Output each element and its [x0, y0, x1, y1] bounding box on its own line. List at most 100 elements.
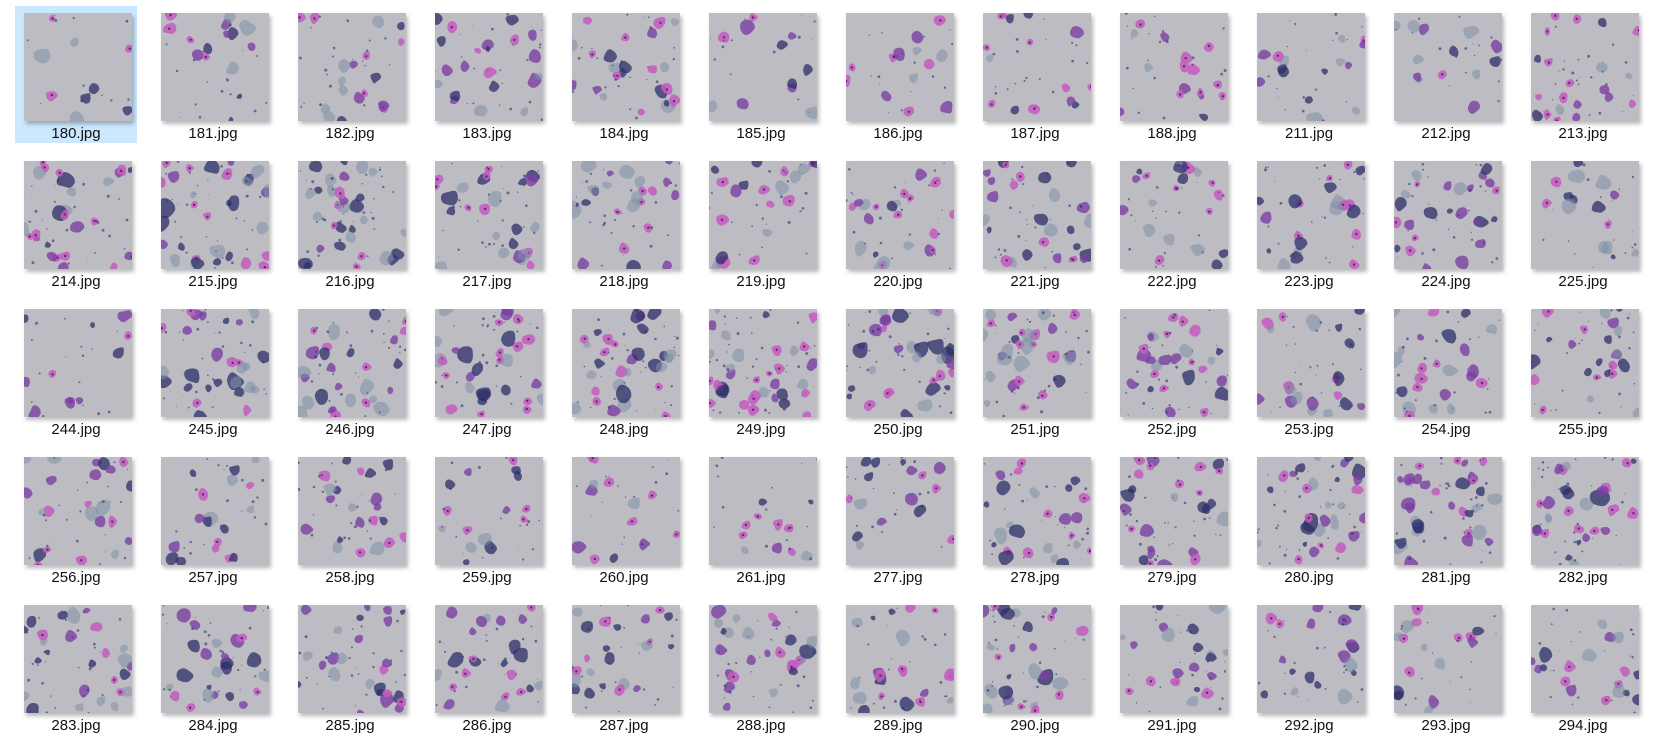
- file-item[interactable]: 183.jpg: [426, 6, 548, 143]
- file-name-label[interactable]: 213.jpg: [1558, 125, 1608, 142]
- image-thumbnail[interactable]: [572, 605, 680, 713]
- file-item[interactable]: 284.jpg: [152, 598, 274, 735]
- file-item[interactable]: 213.jpg: [1522, 6, 1644, 143]
- file-name-label[interactable]: 216.jpg: [325, 273, 375, 290]
- file-name-label[interactable]: 180.jpg: [51, 125, 101, 142]
- file-name-label[interactable]: 250.jpg: [873, 421, 923, 438]
- file-name-label[interactable]: 281.jpg: [1421, 569, 1471, 586]
- file-name-label[interactable]: 291.jpg: [1147, 717, 1197, 734]
- file-item[interactable]: 282.jpg: [1522, 450, 1644, 587]
- file-item[interactable]: 277.jpg: [837, 450, 959, 587]
- file-item[interactable]: 254.jpg: [1385, 302, 1507, 439]
- image-thumbnail[interactable]: [1257, 13, 1365, 121]
- image-thumbnail[interactable]: [709, 457, 817, 565]
- image-thumbnail[interactable]: [1394, 309, 1502, 417]
- image-thumbnail[interactable]: [1394, 605, 1502, 713]
- image-thumbnail[interactable]: [1257, 309, 1365, 417]
- image-thumbnail[interactable]: [709, 13, 817, 121]
- image-thumbnail[interactable]: [709, 605, 817, 713]
- file-item[interactable]: 188.jpg: [1111, 6, 1233, 143]
- file-item[interactable]: 293.jpg: [1385, 598, 1507, 735]
- file-name-label[interactable]: 260.jpg: [599, 569, 649, 586]
- file-item[interactable]: 255.jpg: [1522, 302, 1644, 439]
- file-name-label[interactable]: 223.jpg: [1284, 273, 1334, 290]
- file-name-label[interactable]: 246.jpg: [325, 421, 375, 438]
- file-item[interactable]: 249.jpg: [700, 302, 822, 439]
- file-name-label[interactable]: 214.jpg: [51, 273, 101, 290]
- file-name-label[interactable]: 188.jpg: [1147, 125, 1197, 142]
- image-thumbnail[interactable]: [846, 605, 954, 713]
- image-thumbnail[interactable]: [1120, 161, 1228, 269]
- file-name-label[interactable]: 282.jpg: [1558, 569, 1608, 586]
- file-name-label[interactable]: 221.jpg: [1010, 273, 1060, 290]
- file-item[interactable]: 294.jpg: [1522, 598, 1644, 735]
- image-thumbnail[interactable]: [1394, 457, 1502, 565]
- file-item[interactable]: 185.jpg: [700, 6, 822, 143]
- file-name-label[interactable]: 249.jpg: [736, 421, 786, 438]
- file-name-label[interactable]: 244.jpg: [51, 421, 101, 438]
- file-name-label[interactable]: 257.jpg: [188, 569, 238, 586]
- file-item[interactable]: 253.jpg: [1248, 302, 1370, 439]
- image-thumbnail[interactable]: [298, 605, 406, 713]
- file-item[interactable]: 280.jpg: [1248, 450, 1370, 587]
- image-thumbnail[interactable]: [572, 13, 680, 121]
- file-name-label[interactable]: 278.jpg: [1010, 569, 1060, 586]
- file-item[interactable]: 256.jpg: [15, 450, 137, 587]
- file-item[interactable]: 287.jpg: [563, 598, 685, 735]
- file-name-label[interactable]: 252.jpg: [1147, 421, 1197, 438]
- file-item[interactable]: 224.jpg: [1385, 154, 1507, 291]
- file-item[interactable]: 279.jpg: [1111, 450, 1233, 587]
- image-thumbnail[interactable]: [983, 457, 1091, 565]
- file-item[interactable]: 248.jpg: [563, 302, 685, 439]
- file-name-label[interactable]: 187.jpg: [1010, 125, 1060, 142]
- file-name-label[interactable]: 225.jpg: [1558, 273, 1608, 290]
- image-thumbnail[interactable]: [24, 605, 132, 713]
- file-name-label[interactable]: 224.jpg: [1421, 273, 1471, 290]
- file-item[interactable]: 219.jpg: [700, 154, 822, 291]
- image-thumbnail[interactable]: [435, 457, 543, 565]
- file-item[interactable]: 257.jpg: [152, 450, 274, 587]
- file-name-label[interactable]: 286.jpg: [462, 717, 512, 734]
- image-thumbnail[interactable]: [298, 309, 406, 417]
- image-thumbnail[interactable]: [24, 161, 132, 269]
- image-thumbnail[interactable]: [161, 161, 269, 269]
- file-item[interactable]: 286.jpg: [426, 598, 548, 735]
- file-name-label[interactable]: 182.jpg: [325, 125, 375, 142]
- file-name-label[interactable]: 287.jpg: [599, 717, 649, 734]
- image-thumbnail[interactable]: [298, 13, 406, 121]
- image-thumbnail[interactable]: [435, 13, 543, 121]
- image-thumbnail[interactable]: [435, 309, 543, 417]
- file-item[interactable]: 246.jpg: [289, 302, 411, 439]
- file-item[interactable]: 212.jpg: [1385, 6, 1507, 143]
- image-thumbnail[interactable]: [1531, 309, 1639, 417]
- file-name-label[interactable]: 277.jpg: [873, 569, 923, 586]
- file-item[interactable]: 218.jpg: [563, 154, 685, 291]
- file-item[interactable]: 281.jpg: [1385, 450, 1507, 587]
- file-item[interactable]: 186.jpg: [837, 6, 959, 143]
- file-item[interactable]: 259.jpg: [426, 450, 548, 587]
- image-thumbnail[interactable]: [24, 309, 132, 417]
- file-item[interactable]: 260.jpg: [563, 450, 685, 587]
- file-name-label[interactable]: 289.jpg: [873, 717, 923, 734]
- file-item[interactable]: 187.jpg: [974, 6, 1096, 143]
- file-item[interactable]: 285.jpg: [289, 598, 411, 735]
- image-thumbnail[interactable]: [1531, 13, 1639, 121]
- file-name-label[interactable]: 288.jpg: [736, 717, 786, 734]
- file-name-label[interactable]: 217.jpg: [462, 273, 512, 290]
- image-thumbnail[interactable]: [1120, 13, 1228, 121]
- file-name-label[interactable]: 186.jpg: [873, 125, 923, 142]
- image-thumbnail[interactable]: [161, 309, 269, 417]
- file-name-label[interactable]: 259.jpg: [462, 569, 512, 586]
- file-name-label[interactable]: 245.jpg: [188, 421, 238, 438]
- file-name-label[interactable]: 290.jpg: [1010, 717, 1060, 734]
- file-item[interactable]: 215.jpg: [152, 154, 274, 291]
- image-thumbnail[interactable]: [435, 605, 543, 713]
- image-thumbnail[interactable]: [161, 457, 269, 565]
- file-item[interactable]: 291.jpg: [1111, 598, 1233, 735]
- image-thumbnail[interactable]: [24, 13, 132, 121]
- image-thumbnail[interactable]: [1394, 13, 1502, 121]
- file-item[interactable]: 251.jpg: [974, 302, 1096, 439]
- file-item[interactable]: 290.jpg: [974, 598, 1096, 735]
- file-item[interactable]: 182.jpg: [289, 6, 411, 143]
- file-item[interactable]: 283.jpg: [15, 598, 137, 735]
